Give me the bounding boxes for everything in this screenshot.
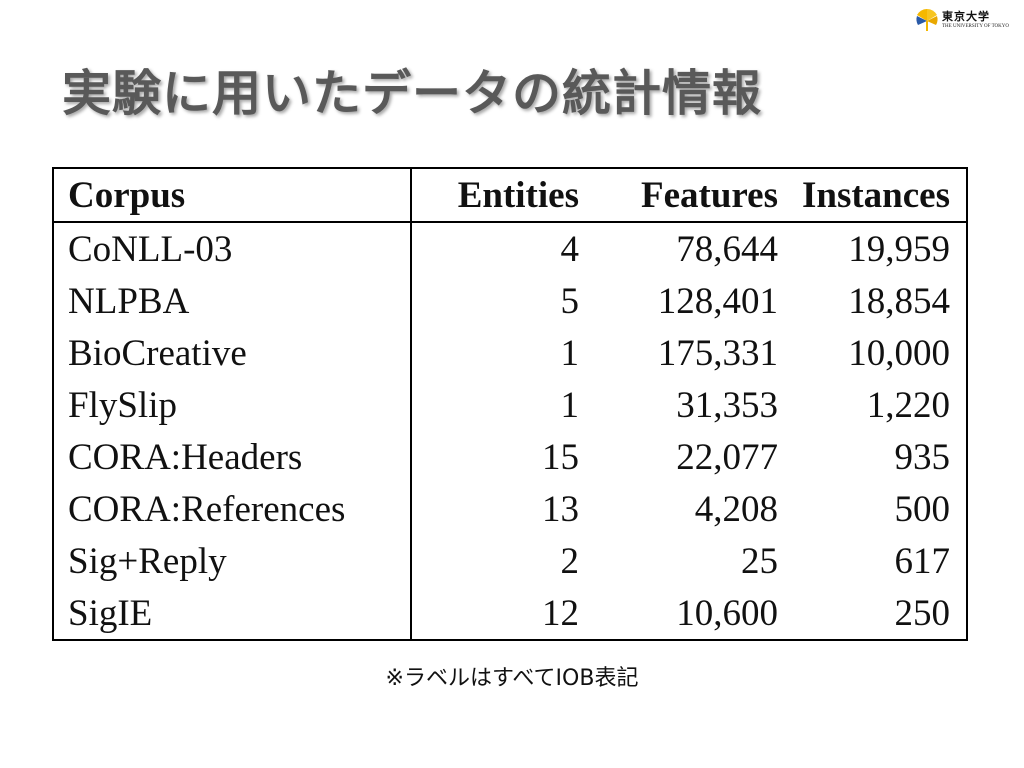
cell-entities: 5 bbox=[560, 280, 579, 322]
cell-instances: 935 bbox=[894, 436, 951, 478]
cell-entities: 1 bbox=[560, 332, 579, 374]
logo-name-ja: 東京大学 bbox=[942, 10, 990, 23]
slide-title: 実験に用いたデータの統計情報 bbox=[62, 65, 763, 122]
header-features: Features bbox=[590, 169, 790, 223]
cell-entities: 12 bbox=[541, 592, 579, 634]
cell-corpus: FlySlip bbox=[54, 379, 412, 431]
table-header-row: Corpus Entities Features Instances bbox=[54, 169, 966, 223]
cell-features: 22,077 bbox=[676, 436, 778, 478]
university-logo: 東京大学 THE UNIVERSITY OF TOKYO bbox=[915, 6, 1015, 34]
cell-corpus: CORA:References bbox=[54, 483, 412, 535]
table-row: BioCreative 1 175,331 10,000 bbox=[54, 327, 966, 379]
cell-features: 10,600 bbox=[676, 592, 778, 634]
cell-instances: 617 bbox=[894, 540, 951, 582]
logo-text: 東京大学 THE UNIVERSITY OF TOKYO bbox=[942, 11, 1009, 29]
cell-features: 31,353 bbox=[676, 384, 778, 426]
cell-instances: 1,220 bbox=[866, 384, 950, 426]
cell-entities: 2 bbox=[560, 540, 579, 582]
cell-features: 25 bbox=[740, 540, 778, 582]
statistics-table-grid: Corpus Entities Features Instances CoNLL… bbox=[54, 169, 966, 639]
cell-entities: 4 bbox=[560, 228, 579, 270]
cell-entities: 15 bbox=[541, 436, 579, 478]
cell-features: 175,331 bbox=[657, 332, 778, 374]
cell-instances: 500 bbox=[894, 488, 951, 530]
logo-name-en: THE UNIVERSITY OF TOKYO bbox=[942, 24, 1009, 29]
table-row: CORA:Headers 15 22,077 935 bbox=[54, 431, 966, 483]
cell-instances: 10,000 bbox=[848, 332, 950, 374]
cell-features: 128,401 bbox=[657, 280, 778, 322]
cell-corpus: CoNLL-03 bbox=[54, 222, 412, 275]
cell-features: 4,208 bbox=[694, 488, 778, 530]
cell-corpus: Sig+Reply bbox=[54, 535, 412, 587]
cell-corpus: BioCreative bbox=[54, 327, 412, 379]
cell-instances: 19,959 bbox=[848, 228, 950, 270]
header-corpus: Corpus bbox=[54, 169, 412, 223]
cell-features: 78,644 bbox=[676, 228, 778, 270]
table-row: CORA:References 13 4,208 500 bbox=[54, 483, 966, 535]
table-row: CoNLL-03 4 78,644 19,959 bbox=[54, 222, 966, 275]
cell-entities: 1 bbox=[560, 384, 579, 426]
table-row: Sig+Reply 2 25 617 bbox=[54, 535, 966, 587]
statistics-table: Corpus Entities Features Instances CoNLL… bbox=[52, 167, 968, 641]
cell-corpus: NLPBA bbox=[54, 275, 412, 327]
cell-instances: 250 bbox=[894, 592, 951, 634]
header-entities: Entities bbox=[410, 169, 591, 223]
cell-entities: 13 bbox=[541, 488, 579, 530]
ginkgo-leaf-icon bbox=[916, 8, 938, 31]
cell-instances: 18,854 bbox=[848, 280, 950, 322]
header-instances: Instances bbox=[789, 169, 966, 223]
cell-corpus: SigIE bbox=[54, 587, 412, 639]
table-row: SigIE 12 10,600 250 bbox=[54, 587, 966, 639]
table-row: NLPBA 5 128,401 18,854 bbox=[54, 275, 966, 327]
table-row: FlySlip 1 31,353 1,220 bbox=[54, 379, 966, 431]
cell-corpus: CORA:Headers bbox=[54, 431, 412, 483]
footnote: ※ラベルはすべてIOB表記 bbox=[385, 666, 639, 691]
